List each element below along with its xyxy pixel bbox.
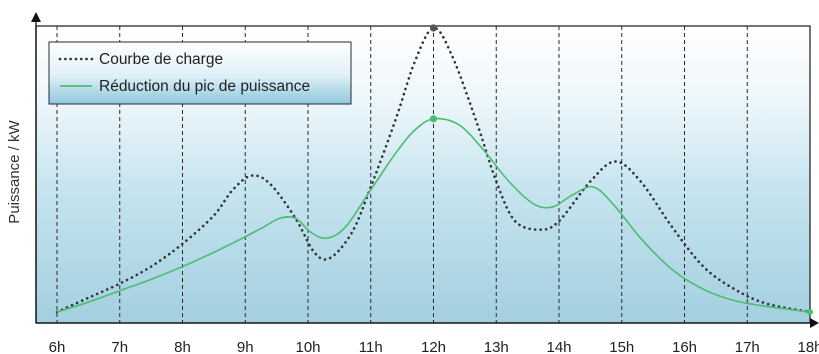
end-marker-reduction-pic [807, 309, 813, 315]
legend-label-reduction-pic: Réduction du pic de puissance [99, 78, 310, 95]
x-tick-label-11h: 11h [359, 339, 383, 354]
series-line-reduction-pic [56, 117, 811, 313]
x-tick-label-14h: 14h [546, 339, 571, 354]
x-tick-label-13h: 13h [484, 339, 509, 354]
series-layer [55, 26, 812, 314]
x-tick-label-15h: 15h [609, 339, 634, 354]
x-axis-arrow [810, 318, 819, 328]
y-axis-arrow [31, 12, 41, 22]
x-tick-label-8h: 8h [174, 339, 191, 354]
x-tick-label-9h: 9h [237, 339, 254, 354]
x-tick-label-17h: 17h [735, 339, 760, 354]
x-tick-label-16h: 16h [672, 339, 697, 354]
x-tick-labels: 6h 7h 8h 9h 10h 11h 12h 13h 14h 15h 16h 17h 18h [49, 339, 819, 354]
peak-markers [429, 24, 813, 315]
legend-box [48, 41, 352, 105]
series-line-courbe-de-charge [55, 26, 812, 314]
x-tick-label-10h: 10h [295, 339, 320, 354]
legend: Courbe de charge Réduction du pic de pui… [48, 41, 352, 105]
x-tick-label-18h: 18h [797, 339, 819, 354]
legend-label-courbe-de-charge: Courbe de charge [99, 51, 223, 68]
x-tick-label-12h: 12h [421, 339, 446, 354]
x-tick-label-7h: 7h [111, 339, 128, 354]
x-tick-label-6h: 6h [49, 339, 66, 354]
y-axis-title: Puissance / kW [6, 119, 23, 223]
peak-marker-courbe-de-charge [429, 24, 438, 32]
peak-marker-reduction-pic [429, 115, 438, 123]
